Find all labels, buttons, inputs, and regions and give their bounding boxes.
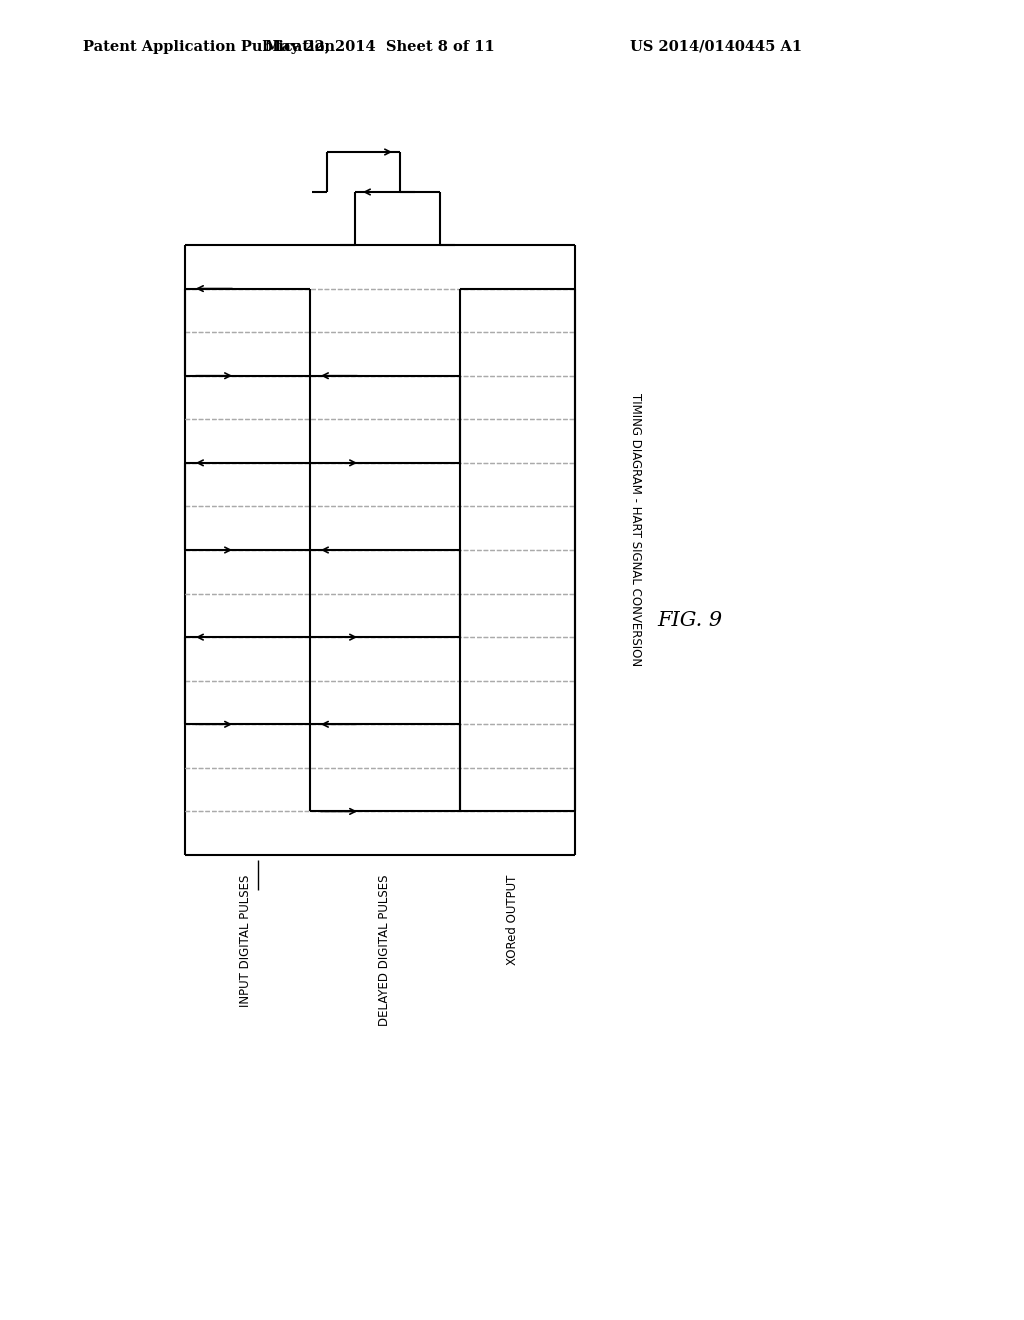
Text: TIMING DIAGRAM - HART SIGNAL CONVERSION: TIMING DIAGRAM - HART SIGNAL CONVERSION (629, 393, 641, 667)
Text: FIG. 9: FIG. 9 (657, 610, 723, 630)
Text: US 2014/0140445 A1: US 2014/0140445 A1 (630, 40, 802, 54)
Text: INPUT DIGITAL PULSES: INPUT DIGITAL PULSES (239, 875, 252, 1007)
Text: XORed OUTPUT: XORed OUTPUT (506, 875, 519, 965)
Text: DELAYED DIGITAL PULSES: DELAYED DIGITAL PULSES (379, 875, 391, 1027)
Text: Patent Application Publication: Patent Application Publication (83, 40, 335, 54)
Text: May 22, 2014  Sheet 8 of 11: May 22, 2014 Sheet 8 of 11 (265, 40, 495, 54)
